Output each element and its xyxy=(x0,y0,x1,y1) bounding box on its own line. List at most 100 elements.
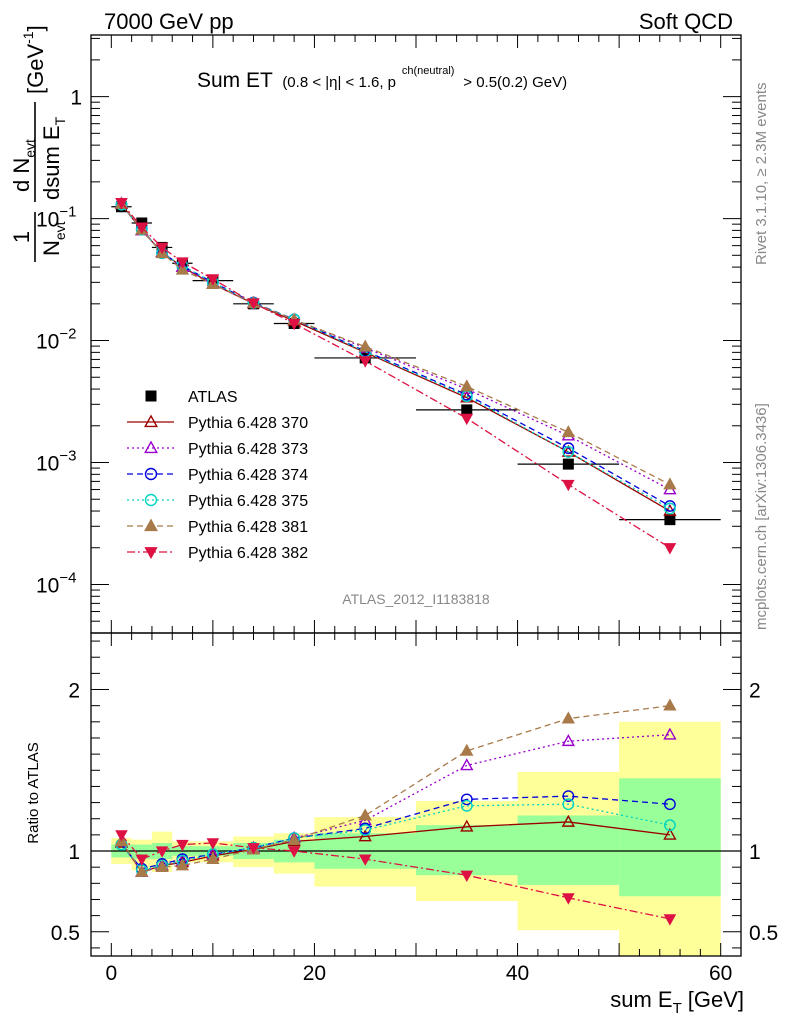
main-y-axis-label: 1 Nevt d Nevt dsum ET [GeV-1] xyxy=(9,25,68,262)
data-point xyxy=(460,379,474,392)
ratio-y-tick-label-right: 0.5 xyxy=(749,922,778,945)
data-point xyxy=(115,198,128,210)
ratio-y-tick-label-left: 2 xyxy=(68,680,80,703)
legend-entry-373: Pythia 6.428 373 xyxy=(127,440,308,458)
x-axis-label-text: sum E xyxy=(610,987,672,1012)
legend-entry-370: Pythia 6.428 370 xyxy=(127,414,308,432)
main-panel: 110−110−210−310−4 Sum ET (0.8 < |η| < 1.… xyxy=(9,25,742,634)
legend-label: Pythia 6.428 374 xyxy=(188,467,308,484)
chart-title: Sum ET (0.8 < |η| < 1.6, p ch(neutral) >… xyxy=(197,56,567,92)
ratio-point xyxy=(287,846,301,858)
ratio-point xyxy=(664,819,676,832)
x-axis-label-unit: [GeV] xyxy=(688,987,744,1012)
ylabel-frac2-den-text: dsum E xyxy=(39,125,64,200)
ratio-point xyxy=(561,711,575,724)
legend-marker xyxy=(144,467,158,481)
data-point xyxy=(206,274,220,286)
legend-marker xyxy=(144,493,158,507)
ratio-point xyxy=(135,854,149,866)
legend-label: Pythia 6.428 373 xyxy=(188,441,308,458)
y-tick-label: 10−3 xyxy=(36,448,76,476)
ratio-point xyxy=(561,734,575,747)
chart-title-cut: (0.8 < |η| < 1.6, p xyxy=(282,74,396,91)
ratio-point xyxy=(359,824,372,836)
ratio-point xyxy=(664,798,676,811)
series-382 xyxy=(115,198,677,555)
ratio-point xyxy=(460,758,474,771)
data-point xyxy=(562,442,575,455)
ratio-point xyxy=(115,830,128,842)
legend-label: Pythia 6.428 382 xyxy=(188,545,308,562)
main-y-tick-labels: 110−110−210−310−4 xyxy=(36,87,82,598)
ylabel-unit-sup: -1 xyxy=(20,31,36,44)
series-line-374 xyxy=(120,204,671,507)
legend-entry-374: Pythia 6.428 374 xyxy=(127,467,308,484)
data-point xyxy=(358,339,372,352)
series-line-381 xyxy=(120,203,671,486)
header-right: Soft QCD xyxy=(639,9,733,34)
ylabel-frac1-den-sub: evt xyxy=(52,221,68,240)
legend-marker xyxy=(144,414,158,428)
band-green xyxy=(416,825,518,876)
legend: ATLAS Pythia 6.428 370 Pythia 6.428 373 Pyt… xyxy=(127,389,308,562)
y-tick-label-exp: −1 xyxy=(59,204,76,221)
ylabel-unit-text: [GeV xyxy=(23,44,48,94)
legend-entry-atlas: ATLAS xyxy=(145,389,238,406)
ratio-point xyxy=(175,858,190,871)
data-point xyxy=(135,222,149,234)
mcplots-site-label: mcplots.cern.ch [arXiv:1306.3436] xyxy=(753,403,770,630)
ratio-point xyxy=(663,827,677,840)
data-point xyxy=(663,477,677,490)
ratio-point xyxy=(176,839,189,852)
ylabel-frac2-num-text: d N xyxy=(9,158,34,192)
ratio-point xyxy=(155,860,169,873)
y-tick-label: 10−4 xyxy=(36,569,76,597)
analysis-watermark: ATLAS_2012_I1183818 xyxy=(342,591,490,607)
x-axis-label: sum ET [GeV] xyxy=(610,987,744,1017)
header-left: 7000 GeV pp xyxy=(104,9,234,34)
y-tick-label-exp: −2 xyxy=(59,326,76,343)
data-point xyxy=(287,318,301,331)
ylabel-frac1-den: Nevt xyxy=(39,221,68,256)
y-tick-label-base: 10 xyxy=(36,574,59,597)
uncertainty-bands xyxy=(111,721,721,956)
legend-entry-375: Pythia 6.428 375 xyxy=(127,493,308,510)
legend-label: ATLAS xyxy=(188,389,238,406)
legend-marker xyxy=(144,547,158,560)
legend-entry-382: Pythia 6.428 382 xyxy=(127,545,308,562)
data-point xyxy=(561,444,575,457)
chart-title-cut-end: > 0.5(0.2) GeV) xyxy=(463,74,567,91)
ratio-point xyxy=(562,798,575,811)
ratio-point xyxy=(460,870,474,883)
ratio-point xyxy=(287,832,301,845)
ratio-y-tick-label-right: 2 xyxy=(749,680,761,703)
ratio-point xyxy=(460,799,473,812)
main-axis-ticks xyxy=(91,35,741,634)
ratio-point xyxy=(135,864,149,877)
y-tick-label-base: 10 xyxy=(36,209,59,232)
data-point xyxy=(561,425,575,438)
ratio-point xyxy=(663,727,677,740)
ratio-point xyxy=(155,846,169,858)
x-axis-label-sub: T xyxy=(673,1000,682,1017)
chart-title-cut-sup: ch(neutral) xyxy=(402,65,455,77)
legend-label: Pythia 6.428 375 xyxy=(188,493,308,510)
ylabel-frac2-num-sub: evt xyxy=(22,139,38,158)
ratio-point xyxy=(561,814,575,827)
band-green xyxy=(619,778,721,897)
legend-marker xyxy=(144,440,158,454)
data-point xyxy=(460,413,474,426)
ylabel-frac2-num: d Nevt xyxy=(9,139,38,192)
legend-marker xyxy=(145,390,157,402)
ratio-y-tick-label-left: 0.5 xyxy=(51,922,80,945)
ratio-y-tick-label-left: 1 xyxy=(68,841,80,864)
ratio-point xyxy=(562,790,575,803)
ratio-point xyxy=(358,854,372,866)
legend-marker xyxy=(144,518,158,532)
ylabel-frac1-den-text: N xyxy=(39,240,64,256)
data-point xyxy=(358,356,372,368)
ratio-point xyxy=(663,698,677,711)
legend-label: Pythia 6.428 381 xyxy=(188,519,308,536)
data-point xyxy=(664,514,676,526)
ratio-point xyxy=(562,893,575,905)
